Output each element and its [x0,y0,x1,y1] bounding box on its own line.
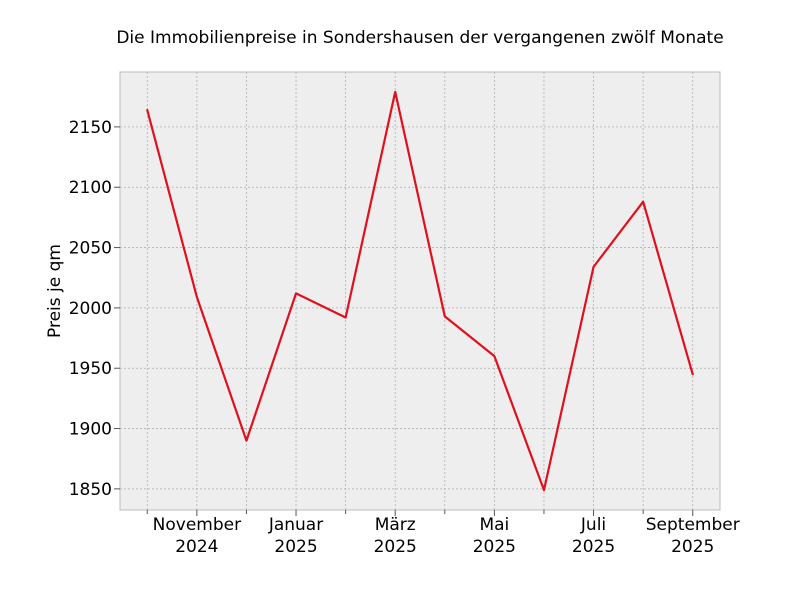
axis-ticks [114,126,694,516]
y-tick-label: 2050 [69,239,112,259]
x-tick-label-year: 2025 [274,537,317,557]
x-tick-label-month: November [153,515,241,535]
y-tick-label: 1850 [69,480,112,500]
plot-area [120,72,720,510]
y-tick-label: 1950 [69,359,112,379]
y-tick-label: 1900 [69,420,112,440]
x-tick-label-month: Juli [580,515,606,535]
tick-labels: 1850 1900 1950 2000 2050 2100 2150 November2024… [69,118,740,557]
series-layer [146,90,694,492]
plot-area-group [119,71,721,511]
x-tick-label-year: 2025 [572,537,615,557]
x-tick-label-year: 2025 [374,537,417,557]
x-tick-label-month: Januar [268,515,323,535]
y-tick-label: 2100 [69,178,112,198]
x-tick-label-year: 2024 [175,537,218,557]
gridlines [120,72,720,510]
series-line [146,90,694,492]
plot-frame [119,71,721,511]
x-tick-label-month: März [375,515,416,535]
x-tick-label-month: September [646,515,740,535]
x-tick-label-year: 2025 [473,537,516,557]
x-tick-label-month: Mai [479,515,509,535]
y-tick-label: 2150 [69,118,112,138]
chart-title: Die Immobilienpreise in Sondershausen de… [116,28,723,48]
y-tick-label: 2000 [69,299,112,319]
x-tick-label-year: 2025 [671,537,714,557]
y-axis-label: Preis je qm [45,244,65,338]
